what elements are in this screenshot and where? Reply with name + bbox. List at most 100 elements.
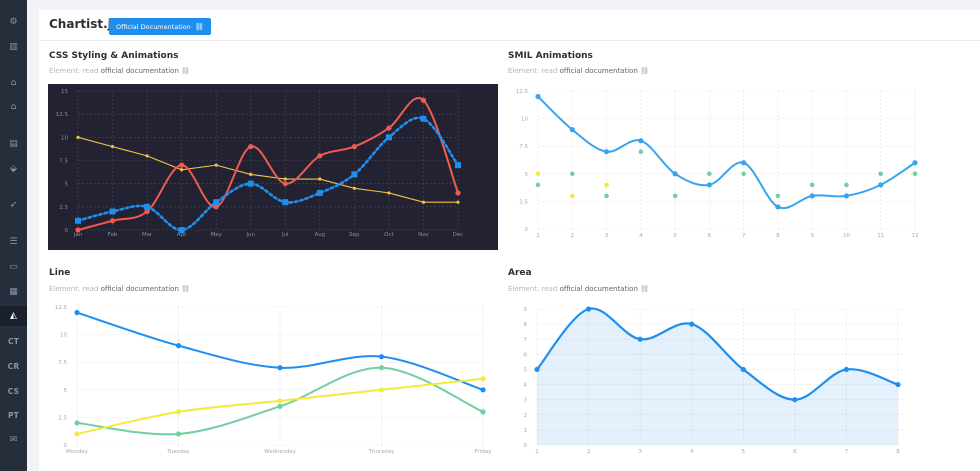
series-1-point — [672, 171, 678, 177]
y-tick-label: 10 — [60, 333, 67, 339]
library-icon[interactable]: ▥ — [9, 42, 18, 52]
series-1-point — [249, 172, 253, 176]
series-1-point — [843, 193, 850, 199]
sidebar-item-ct[interactable]: CT — [7, 336, 20, 346]
y-tick-label: 5 — [65, 182, 69, 188]
series-2-point — [175, 431, 182, 437]
series-1-point — [352, 186, 356, 190]
link-icon: ⛓ — [194, 22, 204, 31]
page-header: Chartist.js Official Documentation ⛓ — [39, 10, 980, 41]
x-tick-label: 8 — [776, 233, 780, 239]
series-3-point — [277, 398, 283, 404]
x-tick-label: 11 — [877, 233, 884, 239]
y-tick-label: 5 — [524, 367, 528, 373]
y-tick-label: 9 — [524, 307, 528, 313]
series-1-point — [569, 127, 575, 133]
series-2-point — [109, 218, 116, 224]
smil-card-subtitle: Element: read official documentation ⛓ — [508, 67, 650, 75]
series-2-point — [672, 193, 678, 199]
message-icon[interactable]: ▭ — [9, 262, 18, 272]
series-1-point — [180, 168, 184, 172]
line-doc-link[interactable]: official documentation — [100, 285, 179, 293]
x-tick-label: Jan — [73, 232, 83, 238]
series-1-point — [318, 177, 322, 181]
list-icon[interactable]: ☰ — [9, 237, 18, 247]
link-icon: ⛓ — [640, 285, 650, 293]
series-2-point — [455, 190, 461, 196]
x-tick-label: 8 — [896, 449, 900, 455]
link-icon: ⛓ — [640, 67, 650, 75]
sidebar-item-cr[interactable]: CR — [7, 361, 20, 371]
series-3-point — [316, 189, 323, 196]
series-2-point — [351, 144, 357, 150]
y-tick-label: 1 — [524, 428, 528, 434]
smil-doc-link[interactable]: official documentation — [559, 67, 638, 75]
chart-background — [48, 84, 498, 250]
series-2-point — [378, 365, 385, 371]
y-tick-label: 12.5 — [56, 112, 69, 118]
series-2-point — [75, 227, 81, 233]
x-tick-label: Feb — [108, 232, 118, 238]
x-tick-label: Apr — [177, 232, 187, 238]
sidebar-item-cs[interactable]: CS — [7, 386, 20, 396]
css-card-title: CSS Styling & Animations — [49, 51, 179, 61]
home-icon-2[interactable]: ⌂ — [10, 102, 17, 112]
series-2-point — [179, 162, 185, 168]
inbox-icon[interactable]: ⬙ — [10, 164, 17, 174]
series-2-point — [480, 409, 486, 415]
series-2-point — [386, 125, 392, 131]
y-tick-label: 5 — [525, 172, 529, 178]
x-tick-label: 7 — [845, 449, 849, 455]
official-documentation-button[interactable]: Official Documentation ⛓ — [109, 18, 211, 35]
series-3-point — [535, 171, 541, 177]
series-3-point — [75, 217, 81, 224]
x-tick-label: 12 — [912, 233, 919, 239]
series-1-line — [537, 95, 916, 210]
area-doc-link[interactable]: official documentation — [559, 285, 638, 293]
series-2-point — [282, 181, 288, 187]
x-tick-label: Mar — [142, 232, 153, 238]
series-1-area — [537, 308, 898, 445]
y-tick-label: 2.5 — [519, 199, 528, 205]
x-tick-label: Jun — [245, 232, 255, 238]
gear-icon[interactable]: ⚙ — [9, 17, 18, 27]
series-3-point — [144, 203, 151, 210]
y-tick-label: 2.5 — [58, 415, 67, 421]
series-2-point — [317, 153, 323, 159]
y-tick-label: 7 — [524, 337, 528, 343]
y-tick-label: 4 — [524, 383, 528, 389]
x-tick-label: May — [210, 232, 222, 238]
x-tick-label: 9 — [810, 233, 814, 239]
series-3-point — [455, 162, 461, 169]
series-1-point — [741, 160, 747, 166]
series-1-point — [809, 193, 815, 199]
series-2-point — [707, 171, 712, 177]
series-2-point — [535, 182, 541, 188]
series-1-point — [637, 336, 643, 342]
y-tick-label: 0 — [525, 227, 529, 233]
series-1-point — [277, 365, 283, 371]
x-tick-label: 1 — [535, 449, 539, 455]
series-3-point — [378, 387, 385, 393]
css-doc-link[interactable]: official documentation — [100, 67, 179, 75]
mail-icon[interactable]: ✉ — [9, 435, 18, 445]
sidebar-item-pt[interactable]: PT — [7, 410, 19, 420]
x-tick-label: 4 — [690, 449, 694, 455]
chart-icon[interactable]: ◭ — [0, 306, 27, 326]
home-icon[interactable]: ⌂ — [10, 78, 17, 88]
grid-icon[interactable]: ▦ — [9, 287, 18, 297]
x-tick-label: 3 — [605, 233, 609, 239]
series-2-point — [277, 403, 283, 409]
series-1-point — [585, 306, 592, 312]
x-tick-label: Thursday — [368, 449, 395, 455]
calendar-icon[interactable]: ▤ — [9, 139, 18, 149]
series-2-point — [809, 182, 815, 188]
rocket-icon[interactable]: ➶ — [9, 200, 18, 210]
area-card-title: Area — [508, 268, 532, 278]
x-tick-label: 5 — [742, 449, 746, 455]
x-tick-label: Monday — [66, 449, 88, 455]
series-1-point — [175, 343, 182, 349]
series-2-point — [775, 193, 781, 199]
y-tick-label: 2.5 — [59, 205, 68, 211]
y-tick-label: 2 — [524, 413, 528, 419]
